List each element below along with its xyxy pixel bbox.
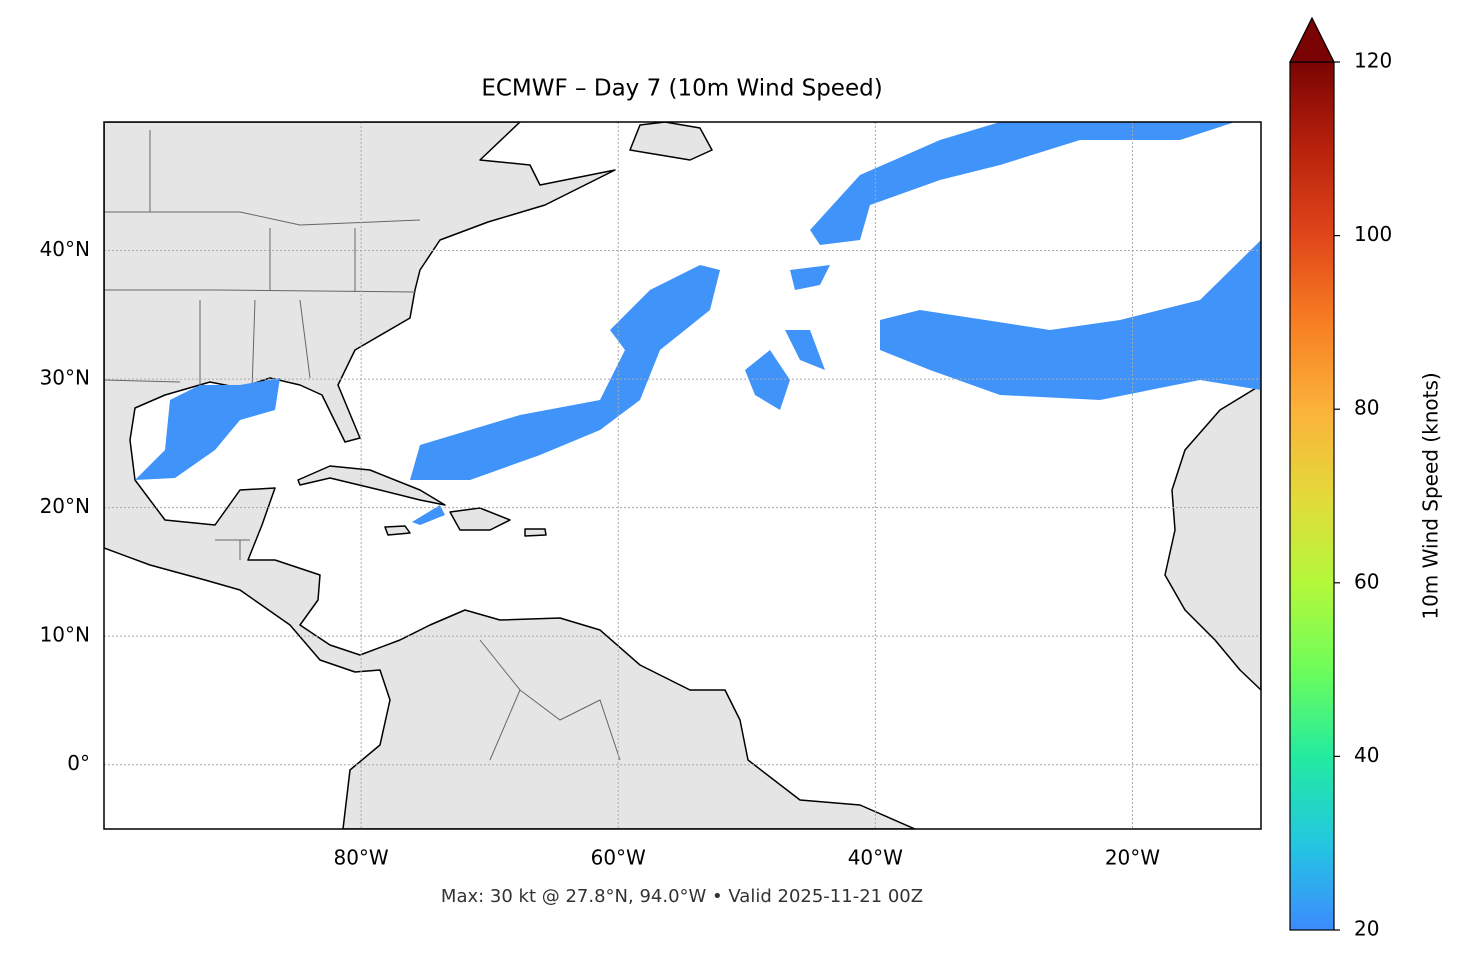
- wind-area: [880, 240, 1261, 400]
- colorbar-tick-label: 120: [1354, 49, 1392, 73]
- wind-area: [810, 122, 1235, 245]
- colorbar: [1289, 61, 1335, 931]
- x-tick-label: 80°W: [333, 846, 388, 870]
- y-tick-label: 10°N: [40, 623, 90, 647]
- y-tick-label: 0°: [67, 751, 90, 775]
- land-jamaica: [384, 525, 411, 536]
- y-tick-label: 40°N: [40, 237, 90, 261]
- colorbar-tick-label: 80: [1354, 396, 1379, 420]
- land-cuba: [297, 465, 446, 506]
- x-tick-label: 60°W: [591, 846, 646, 870]
- land-americas: [104, 122, 916, 829]
- colorbar-tick-label: 60: [1354, 569, 1379, 593]
- x-tick-label: 40°W: [848, 846, 903, 870]
- colorbar-tick-label: 40: [1354, 743, 1379, 767]
- y-tick-label: 30°N: [40, 366, 90, 390]
- chart-title: ECMWF – Day 7 (10m Wind Speed): [481, 76, 882, 102]
- grid: [104, 122, 1261, 829]
- land-puerto-rico: [524, 528, 547, 537]
- map-frame: [103, 121, 1262, 830]
- state-borders: [104, 130, 621, 761]
- land-hispaniola: [449, 507, 511, 531]
- wind-area: [745, 350, 790, 410]
- colorbar-label: 10m Wind Speed (knots): [1419, 372, 1443, 619]
- wind-area: [410, 265, 720, 480]
- land-newfoundland: [629, 122, 713, 161]
- land-africa: [1164, 384, 1261, 691]
- footer-note: Max: 30 kt @ 27.8°N, 94.0°W • Valid 2025…: [441, 886, 923, 907]
- wind-area: [412, 505, 445, 525]
- y-tick-label: 20°N: [40, 494, 90, 518]
- wind-area: [790, 265, 830, 290]
- wind-area: [135, 378, 280, 480]
- colorbar-extend: [1289, 16, 1335, 63]
- wind-area: [785, 330, 825, 370]
- map: [104, 122, 1261, 829]
- colorbar-tick-label: 100: [1354, 222, 1392, 246]
- colorbar-tick-label: 20: [1354, 917, 1379, 941]
- x-tick-label: 20°W: [1105, 846, 1160, 870]
